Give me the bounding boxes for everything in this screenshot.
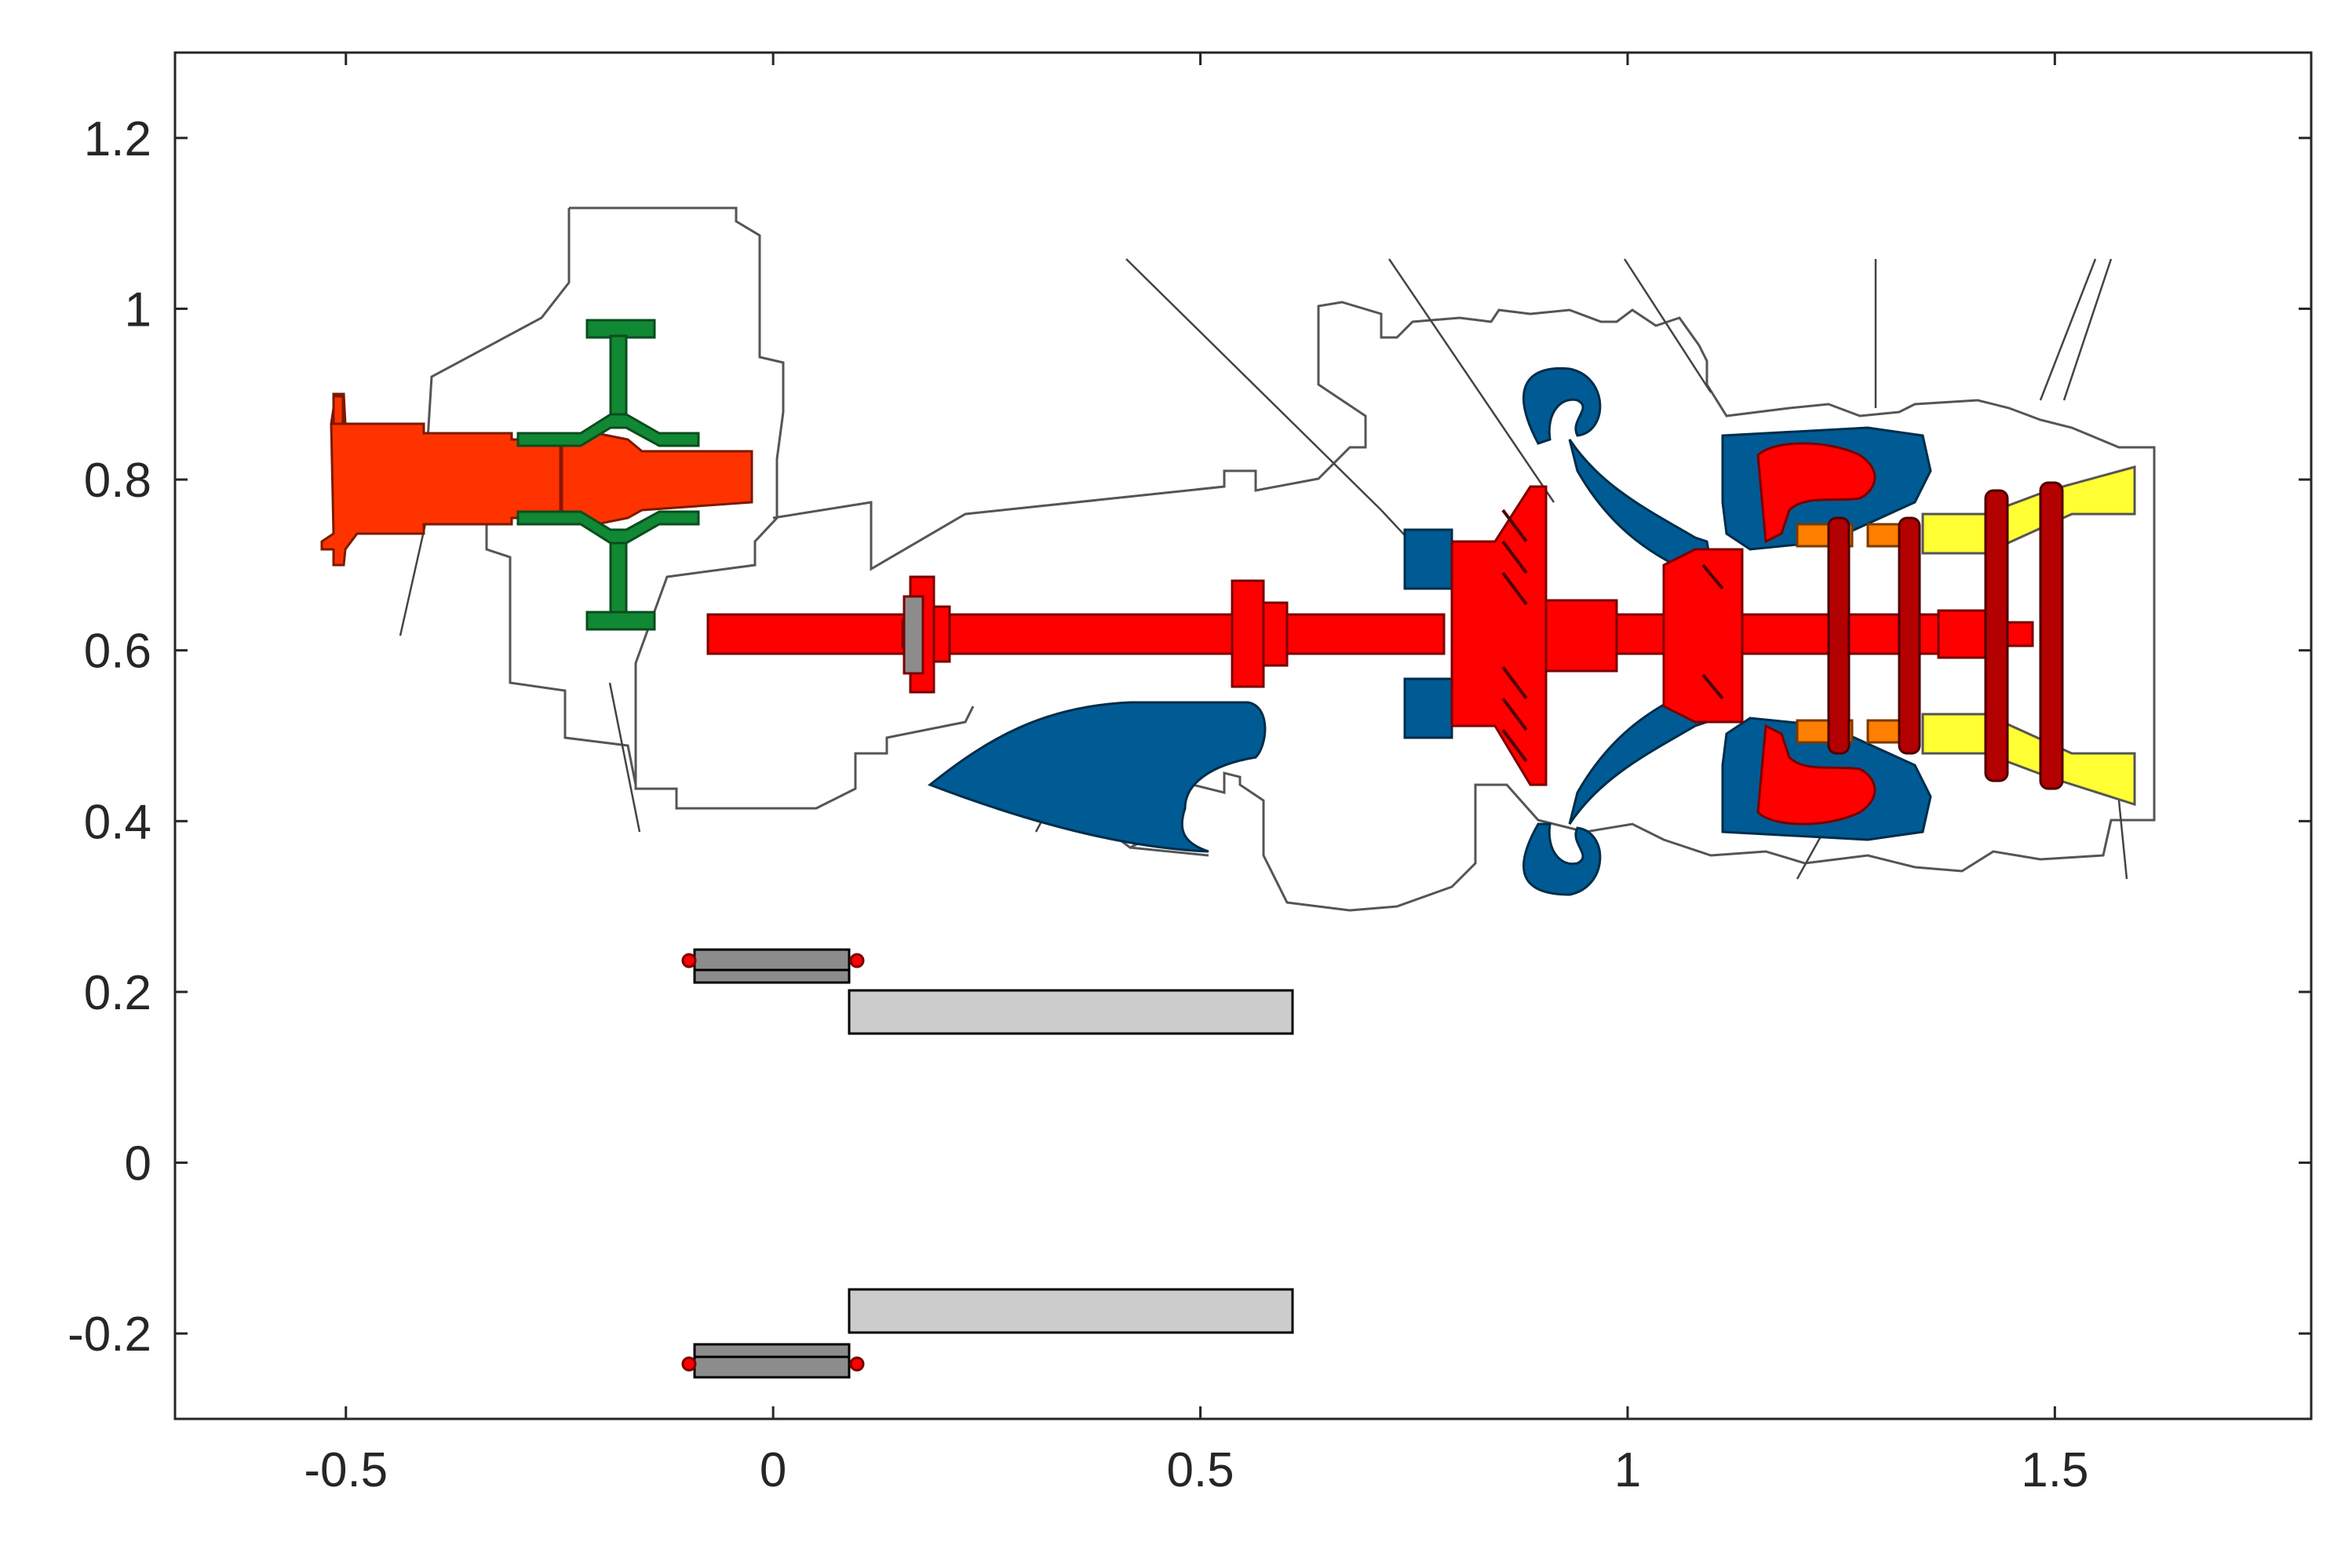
x-tick-label: 1.5 — [2021, 1443, 2088, 1497]
axis-ticks — [175, 53, 2311, 1419]
y-tick-label: 0.8 — [84, 454, 151, 508]
x-tick-label: 0.5 — [1166, 1443, 1234, 1497]
y-tick-label: 0.2 — [84, 966, 151, 1020]
axis-tick-labels: -0.5 0 0.5 1 1.5 1.2 1 0.8 0.6 0.4 0.2 0 -0.2 — [67, 112, 2088, 1497]
air-intake — [928, 701, 1267, 853]
y-tick-label: 0 — [125, 1137, 151, 1191]
compressor-blades — [1501, 509, 1724, 763]
y-tick-label: -0.2 — [67, 1307, 151, 1362]
y-tick-label: 1.2 — [84, 112, 151, 166]
drive-shaft — [706, 575, 1446, 694]
y-tick-label: 0.4 — [84, 795, 151, 849]
turbine-discs — [1827, 481, 2064, 790]
y-tick-label: 0.6 — [84, 625, 151, 679]
x-tick-label: -0.5 — [304, 1443, 388, 1497]
engine-cross-section — [320, 206, 2156, 1379]
x-tick-label: 0 — [760, 1443, 786, 1497]
mount-struts — [681, 948, 1294, 1379]
compressor-rotor — [1450, 442, 2034, 826]
leader-lines — [399, 258, 2128, 880]
reduction-gear — [516, 319, 700, 631]
y-tick-label: 1 — [125, 283, 151, 337]
x-tick-label: 1 — [1614, 1443, 1641, 1497]
